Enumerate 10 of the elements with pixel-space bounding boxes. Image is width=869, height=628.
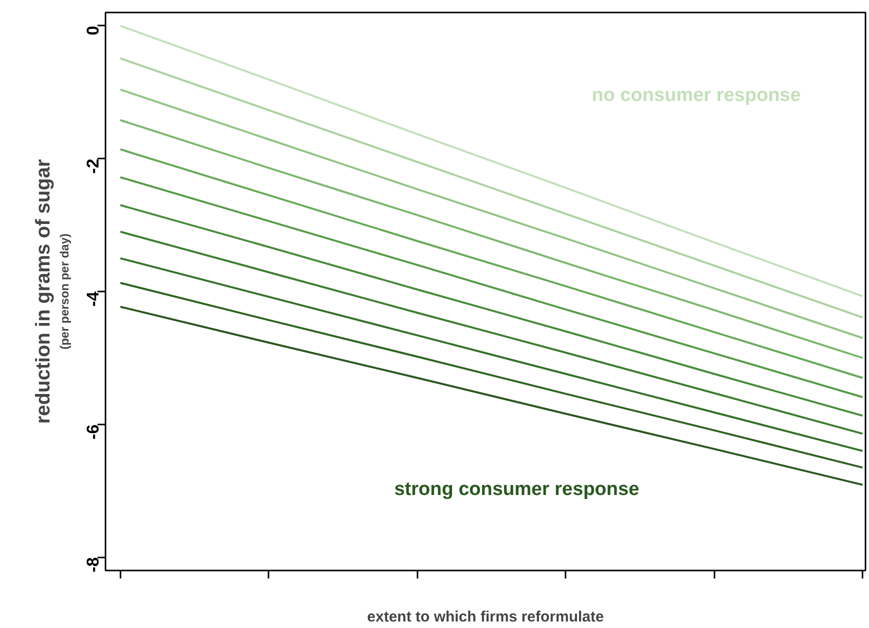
y-axis-title: reduction in grams of sugar [32, 159, 54, 424]
x-axis-title: extent to which firms reformulate [367, 608, 604, 626]
annotation: no consumer response [592, 85, 801, 106]
y-tick-label: -6 [84, 424, 102, 440]
annotation: strong consumer response [394, 478, 640, 500]
text: (per person per day) [58, 233, 72, 350]
y-tick-label: -2 [84, 158, 102, 174]
y-tick-label: -4 [84, 290, 102, 307]
y-tick-label: -8 [84, 557, 102, 572]
y-tick-label: 0 [84, 26, 102, 36]
